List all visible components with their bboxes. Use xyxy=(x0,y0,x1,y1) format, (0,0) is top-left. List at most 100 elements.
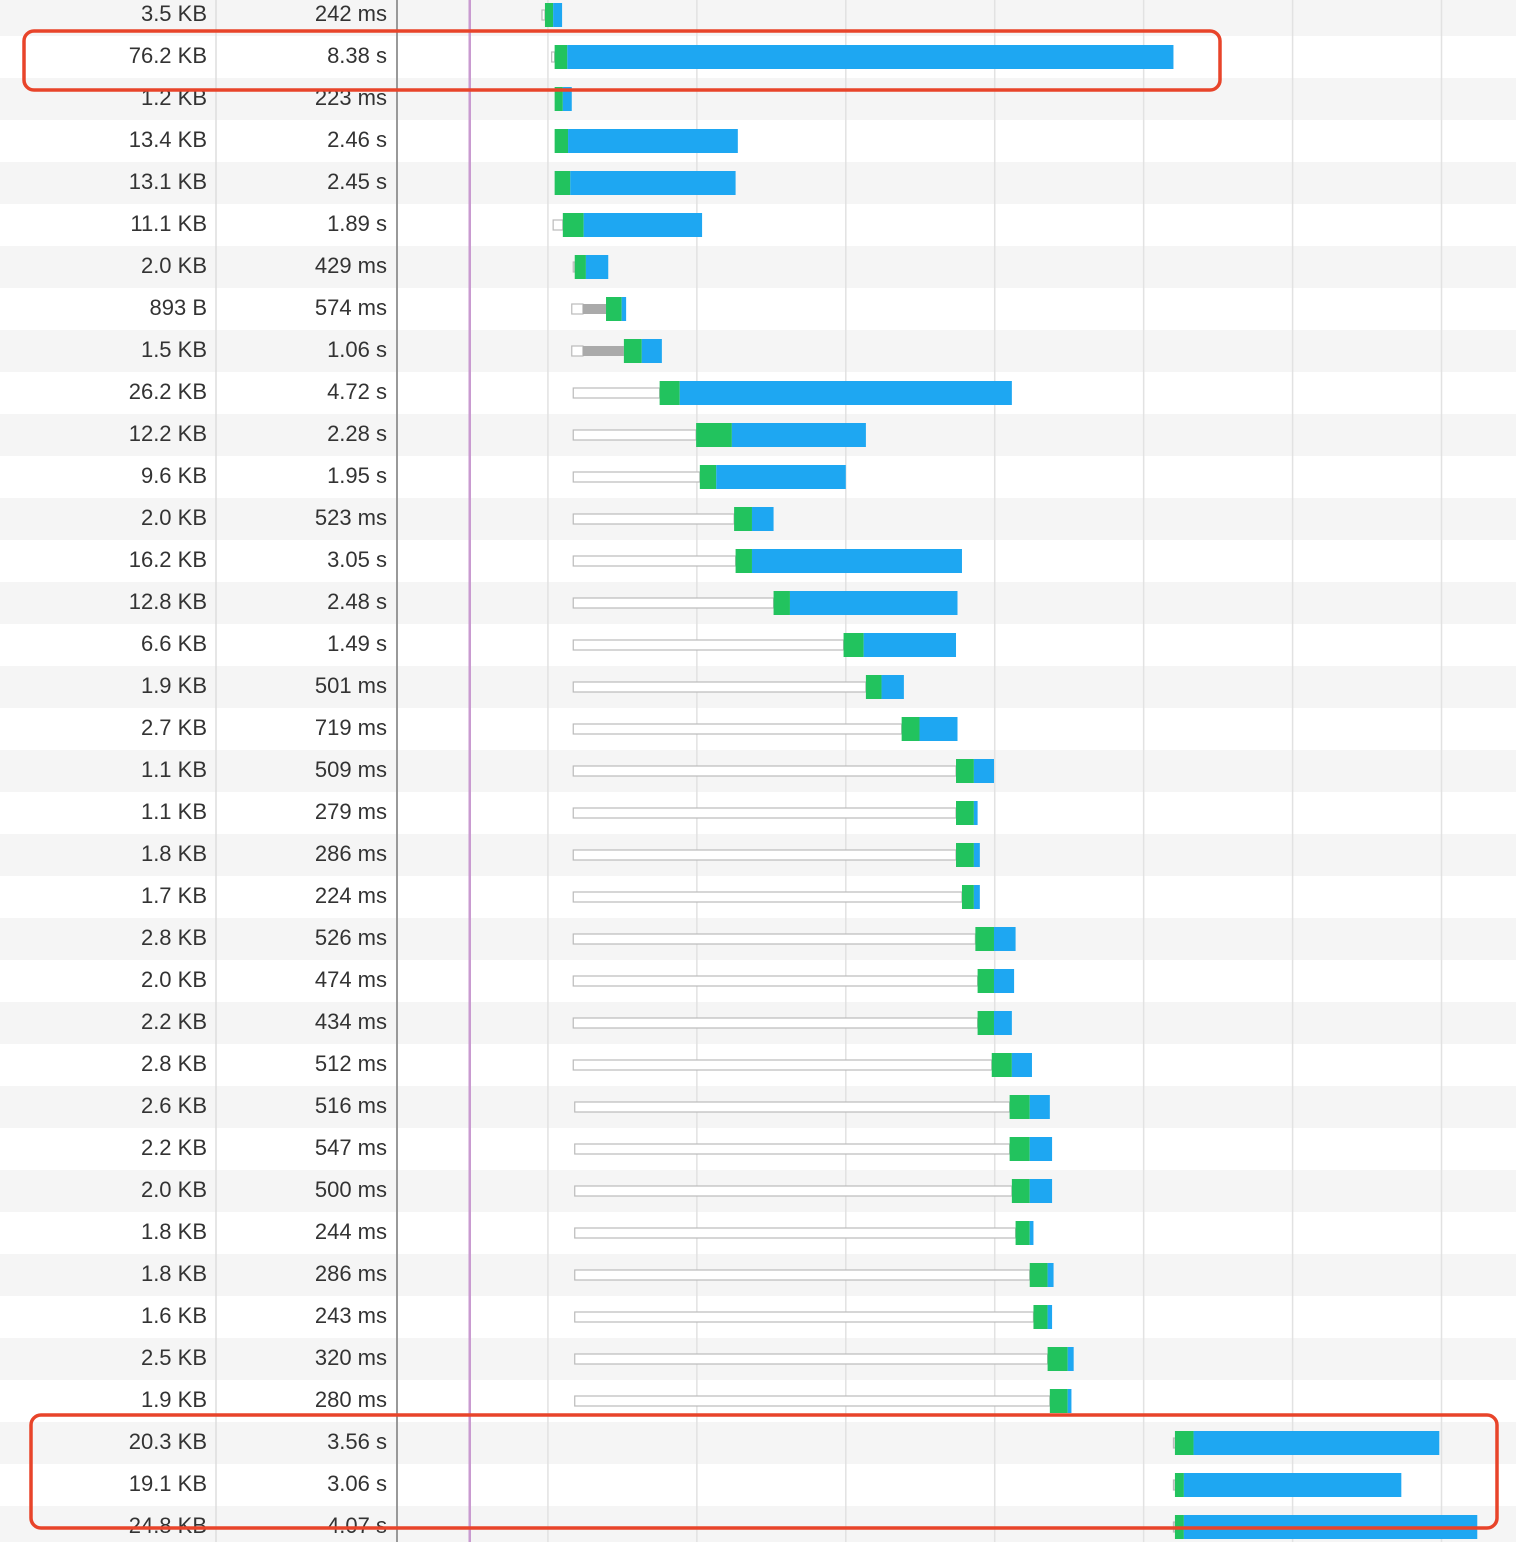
queue-bar xyxy=(572,597,775,609)
request-row[interactable]: 1.8 KB 286 ms xyxy=(141,841,980,867)
request-row[interactable]: 2.0 KB 474 ms xyxy=(141,967,1015,993)
queue-bar xyxy=(572,765,957,777)
waiting-bar xyxy=(977,1011,994,1035)
download-bar xyxy=(1029,1221,1034,1245)
request-row[interactable]: 20.3 KB 3.56 s xyxy=(129,1429,1440,1455)
time-cell: 1.95 s xyxy=(327,463,387,488)
time-cell: 3.56 s xyxy=(327,1429,387,1454)
size-cell: 13.4 KB xyxy=(129,127,207,152)
waiting-bar xyxy=(1009,1095,1030,1119)
time-cell: 286 ms xyxy=(315,1261,387,1286)
request-row[interactable]: 2.0 KB 429 ms xyxy=(141,253,609,279)
download-bar xyxy=(1067,1347,1074,1371)
download-bar xyxy=(1183,1473,1402,1497)
download-bar xyxy=(621,297,627,321)
download-bar xyxy=(568,129,738,153)
request-row[interactable]: 13.1 KB 2.45 s xyxy=(129,169,736,195)
request-row[interactable]: 13.4 KB 2.46 s xyxy=(129,127,738,153)
size-cell: 24.8 KB xyxy=(129,1513,207,1538)
waiting-bar xyxy=(623,339,642,363)
waiting-bar xyxy=(1009,1137,1030,1161)
request-row[interactable]: 2.2 KB 547 ms xyxy=(141,1135,1053,1161)
request-row[interactable]: 6.6 KB 1.49 s xyxy=(141,631,957,657)
queue-bar xyxy=(572,471,701,483)
queue-bar xyxy=(572,639,845,651)
download-bar xyxy=(973,885,980,909)
download-bar xyxy=(863,633,957,657)
request-row[interactable]: 1.6 KB 243 ms xyxy=(141,1303,1053,1329)
size-cell: 1.9 KB xyxy=(141,673,207,698)
request-row[interactable]: 26.2 KB 4.72 s xyxy=(129,379,1012,405)
queue-bar xyxy=(574,1353,1049,1365)
request-row[interactable]: 1.9 KB 501 ms xyxy=(141,673,904,699)
waiting-bar xyxy=(956,801,974,825)
waiting-bar xyxy=(975,927,994,951)
time-cell: 244 ms xyxy=(315,1219,387,1244)
time-cell: 224 ms xyxy=(315,883,387,908)
download-bar xyxy=(1029,1137,1053,1161)
size-cell: 3.5 KB xyxy=(141,1,207,26)
time-cell: 279 ms xyxy=(315,799,387,824)
time-cell: 434 ms xyxy=(315,1009,387,1034)
request-row[interactable]: 16.2 KB 3.05 s xyxy=(129,547,962,573)
request-row[interactable]: 76.2 KB 8.38 s xyxy=(129,43,1174,69)
size-cell: 1.7 KB xyxy=(141,883,207,908)
size-cell: 19.1 KB xyxy=(129,1471,207,1496)
waiting-bar xyxy=(699,465,717,489)
request-row[interactable]: 893 B 574 ms xyxy=(150,295,627,321)
request-row[interactable]: 1.5 KB 1.06 s xyxy=(141,337,662,363)
size-cell: 1.8 KB xyxy=(141,1219,207,1244)
request-row[interactable]: 1.9 KB 280 ms xyxy=(141,1387,1072,1413)
size-cell: 2.8 KB xyxy=(141,925,207,950)
request-row[interactable]: 1.7 KB 224 ms xyxy=(141,883,980,909)
waiting-bar xyxy=(554,45,568,69)
request-row[interactable]: 1.8 KB 286 ms xyxy=(141,1261,1054,1287)
queue-bar xyxy=(574,1227,1017,1239)
size-cell: 893 B xyxy=(150,295,208,320)
request-row[interactable]: 1.8 KB 244 ms xyxy=(141,1219,1034,1245)
queue-bar xyxy=(572,807,957,819)
time-cell: 429 ms xyxy=(315,253,387,278)
request-row[interactable]: 12.8 KB 2.48 s xyxy=(129,589,958,615)
size-cell: 2.0 KB xyxy=(141,967,207,992)
highlight-box xyxy=(22,29,1222,92)
request-row[interactable]: 2.0 KB 523 ms xyxy=(141,505,774,531)
time-cell: 3.06 s xyxy=(327,1471,387,1496)
request-row[interactable]: 2.6 KB 516 ms xyxy=(141,1093,1050,1119)
download-bar xyxy=(716,465,846,489)
time-cell: 523 ms xyxy=(315,505,387,530)
queue-bar xyxy=(572,555,737,567)
request-row[interactable]: 2.0 KB 500 ms xyxy=(141,1177,1053,1203)
waiting-bar xyxy=(696,423,732,447)
download-bar xyxy=(973,759,994,783)
request-row[interactable]: 2.5 KB 320 ms xyxy=(141,1345,1074,1371)
waiting-bar xyxy=(1047,1347,1068,1371)
request-row[interactable]: 1.1 KB 279 ms xyxy=(141,799,978,825)
request-row[interactable]: 2.8 KB 512 ms xyxy=(141,1051,1032,1077)
download-bar xyxy=(1029,1095,1050,1119)
request-row[interactable]: 2.2 KB 434 ms xyxy=(141,1009,1012,1035)
request-row[interactable]: 2.7 KB 719 ms xyxy=(141,715,958,741)
request-row[interactable]: 3.5 KB 242 ms xyxy=(141,1,563,27)
time-cell: 1.89 s xyxy=(327,211,387,236)
request-row[interactable]: 12.2 KB 2.28 s xyxy=(129,421,866,447)
download-bar xyxy=(1047,1263,1054,1287)
queue-bar xyxy=(572,1059,993,1071)
queue-bar xyxy=(572,681,867,693)
waiting-bar xyxy=(554,171,571,195)
waiting-bar xyxy=(1011,1179,1030,1203)
time-cell: 1.49 s xyxy=(327,631,387,656)
request-row[interactable]: 1.1 KB 509 ms xyxy=(141,757,994,783)
time-cell: 2.28 s xyxy=(327,421,387,446)
queue-bar xyxy=(574,1101,1011,1113)
request-row[interactable]: 19.1 KB 3.06 s xyxy=(129,1471,1402,1497)
time-cell: 242 ms xyxy=(315,1,387,26)
queue-bar xyxy=(572,261,576,273)
request-row[interactable]: 9.6 KB 1.95 s xyxy=(141,463,846,489)
request-row[interactable]: 2.8 KB 526 ms xyxy=(141,925,1016,951)
time-cell: 1.06 s xyxy=(327,337,387,362)
request-row[interactable]: 11.1 KB 1.89 s xyxy=(130,211,703,237)
time-cell: 526 ms xyxy=(315,925,387,950)
